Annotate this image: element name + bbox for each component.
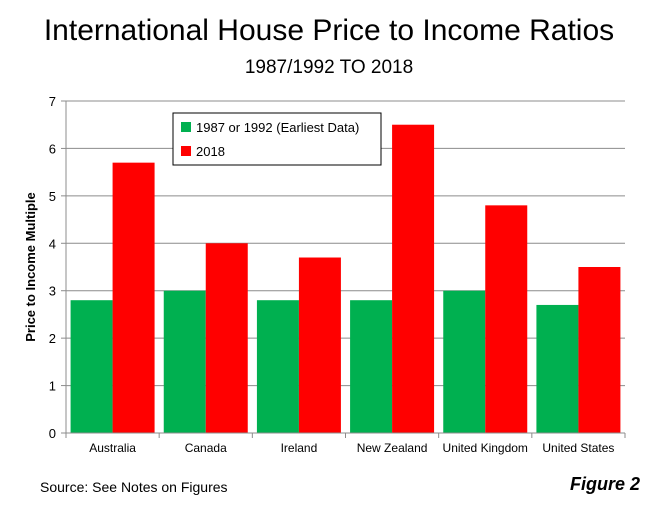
bar-2018-canada	[205, 243, 248, 433]
y-axis-label: Price to Income Multiple	[23, 192, 38, 342]
y-tick-label: 7	[49, 94, 56, 109]
figure-label: Figure 2	[569, 474, 640, 494]
x-tick-label: United States	[542, 441, 614, 455]
legend-swatch	[181, 146, 191, 156]
axes: 0 1 2 3 4 5 6 7 Australia Canada Ireland New Zealan…	[23, 94, 626, 455]
bar-2018-united-states	[578, 267, 621, 433]
legend-box	[172, 112, 382, 166]
bar-2018-australia	[112, 162, 155, 433]
bar-earliest-united-states	[536, 304, 579, 433]
legend-label: 1987 or 1992 (Earliest Data)	[196, 120, 359, 135]
legend-swatch	[181, 122, 191, 132]
bar-earliest-united-kingdom	[443, 290, 486, 433]
legend-label: 2018	[196, 144, 225, 159]
y-tick-label: 3	[49, 284, 56, 299]
bar-2018-new-zealand	[392, 124, 435, 433]
bar-2018-ireland	[298, 257, 341, 433]
x-tick-label: Canada	[185, 441, 227, 455]
bars	[70, 124, 621, 433]
y-tick-label: 6	[49, 141, 56, 156]
x-tick-label: Ireland	[281, 441, 318, 455]
bar-earliest-canada	[163, 290, 206, 433]
x-tick-label: United Kingdom	[443, 441, 528, 455]
y-tick-label: 2	[49, 331, 56, 346]
x-tick-label: New Zealand	[357, 441, 428, 455]
bar-2018-united-kingdom	[485, 205, 528, 433]
x-tick-label: Australia	[89, 441, 136, 455]
chart-title: International House Price to Income Rati…	[43, 14, 615, 47]
y-tick-label: 0	[49, 426, 56, 441]
source-note: Source: See Notes on Figures	[40, 479, 228, 495]
y-tick-label: 4	[49, 236, 56, 251]
y-tick-label: 5	[49, 189, 56, 204]
legend: 1987 or 1992 (Earliest Data) 2018	[172, 112, 382, 166]
bar-earliest-australia	[70, 300, 113, 433]
bar-earliest-new-zealand	[350, 300, 393, 433]
bar-earliest-ireland	[256, 300, 299, 433]
chart-subtitle: 1987/1992 TO 2018	[244, 57, 414, 78]
y-tick-label: 1	[49, 379, 56, 394]
